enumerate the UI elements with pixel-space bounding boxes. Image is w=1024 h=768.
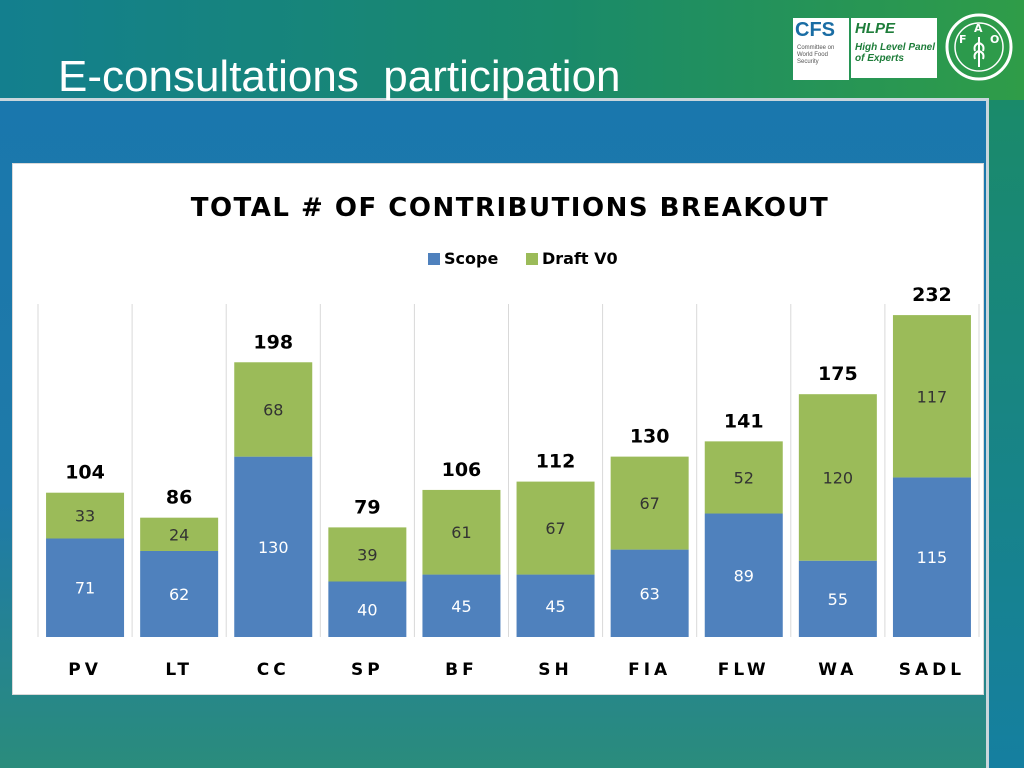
- data-label-total: 106: [442, 459, 482, 481]
- data-label-total: 86: [166, 487, 192, 509]
- data-label-scope: 71: [75, 579, 95, 598]
- data-label-scope: 40: [357, 600, 377, 619]
- slide-title: E-consultations participation: [58, 52, 621, 101]
- data-label-draft: 67: [545, 519, 565, 538]
- data-label-scope: 89: [734, 566, 754, 585]
- wheat-icon: [973, 37, 985, 67]
- legend-swatch-draft: [526, 253, 538, 265]
- fao-letter-a: A: [974, 22, 983, 35]
- bar-scope-sp: [328, 581, 407, 637]
- data-label-draft: 68: [263, 400, 283, 419]
- right-strip: [988, 100, 1024, 768]
- cfs-logo-name: CFS: [795, 19, 835, 41]
- x-tick-label: BF: [445, 660, 478, 680]
- data-label-total: 175: [818, 363, 858, 385]
- bar-draft-pv: [46, 492, 125, 539]
- bar-scope-pv: [46, 538, 125, 637]
- data-label-draft: 33: [75, 507, 95, 526]
- data-label-scope: 55: [828, 590, 848, 609]
- panel-top-border: [0, 98, 988, 101]
- data-label-total: 104: [65, 462, 105, 484]
- data-label-scope: 45: [451, 597, 471, 616]
- x-tick-label: SP: [351, 660, 384, 680]
- bar-draft-sp: [328, 527, 407, 582]
- bar-scope-sh: [516, 574, 595, 637]
- x-tick-label: CC: [257, 660, 290, 680]
- x-tick-label: SH: [538, 660, 572, 680]
- bar-scope-wa: [798, 560, 877, 637]
- data-label-draft: 24: [169, 525, 189, 544]
- data-label-scope: 63: [639, 584, 659, 603]
- chart-card: TOTAL # OF CONTRIBUTIONS BREAKOUT Scope Dr…: [12, 163, 984, 695]
- stacked-bar-chart: TOTAL # OF CONTRIBUTIONS BREAKOUT Scope Dr…: [37, 193, 980, 680]
- hlpe-logo-name: HLPE: [855, 20, 896, 37]
- data-label-draft: 117: [917, 387, 948, 406]
- x-tick-label: WA: [818, 660, 857, 680]
- data-label-total: 130: [630, 426, 670, 448]
- data-label-total: 112: [536, 451, 576, 473]
- data-label-total: 232: [912, 284, 952, 306]
- hlpe-logo-subtitle: High Level Panel of Experts: [855, 42, 936, 64]
- legend-label-scope: Scope: [444, 249, 498, 268]
- bar-draft-lt: [140, 517, 219, 551]
- bar-scope-cc: [234, 456, 313, 637]
- fao-logo: F A O: [945, 13, 1013, 81]
- legend-swatch-scope: [428, 253, 440, 265]
- x-tick-label: LT: [165, 660, 193, 680]
- chart-title: TOTAL # OF CONTRIBUTIONS BREAKOUT: [191, 193, 830, 223]
- hlpe-logo: HLPE High Level Panel of Experts: [851, 18, 937, 78]
- data-label-scope: 130: [258, 538, 289, 557]
- bar-scope-sadl: [892, 477, 971, 637]
- cfs-logo: CFS Committee on World Food Security: [793, 18, 849, 80]
- fao-letter-o: O: [990, 33, 999, 46]
- bar-draft-flw: [704, 441, 783, 514]
- data-label-total: 79: [354, 496, 380, 518]
- data-label-draft: 120: [823, 468, 854, 487]
- data-label-draft: 52: [734, 468, 754, 487]
- data-label-scope: 62: [169, 585, 189, 604]
- x-tick-label: FLW: [718, 660, 770, 680]
- data-label-draft: 61: [451, 523, 471, 542]
- data-label-draft: 39: [357, 545, 377, 564]
- bar-scope-bf: [422, 574, 501, 637]
- bar-draft-sadl: [892, 315, 971, 478]
- bar-scope-lt: [140, 550, 219, 637]
- x-tick-label: SADL: [899, 660, 965, 680]
- x-tick-label: FIA: [628, 660, 671, 680]
- bar-scope-flw: [704, 513, 783, 637]
- fao-letter-f: F: [959, 33, 967, 46]
- data-label-total: 198: [253, 331, 293, 353]
- data-label-draft: 67: [639, 494, 659, 513]
- data-label-scope: 115: [917, 548, 948, 567]
- panel-right-border: [986, 98, 989, 768]
- bar-draft-bf: [422, 489, 501, 575]
- bar-draft-cc: [234, 362, 313, 457]
- data-label-total: 141: [724, 410, 764, 432]
- legend-label-draft: Draft V0: [542, 249, 618, 268]
- data-label-scope: 45: [545, 597, 565, 616]
- x-tick-label: PV: [68, 660, 102, 680]
- bar-draft-fia: [610, 456, 689, 550]
- cfs-logo-subtitle: Committee on World Food Security: [797, 45, 835, 65]
- bar-draft-wa: [798, 394, 877, 561]
- bar-scope-fia: [610, 549, 689, 637]
- bar-draft-sh: [516, 481, 595, 575]
